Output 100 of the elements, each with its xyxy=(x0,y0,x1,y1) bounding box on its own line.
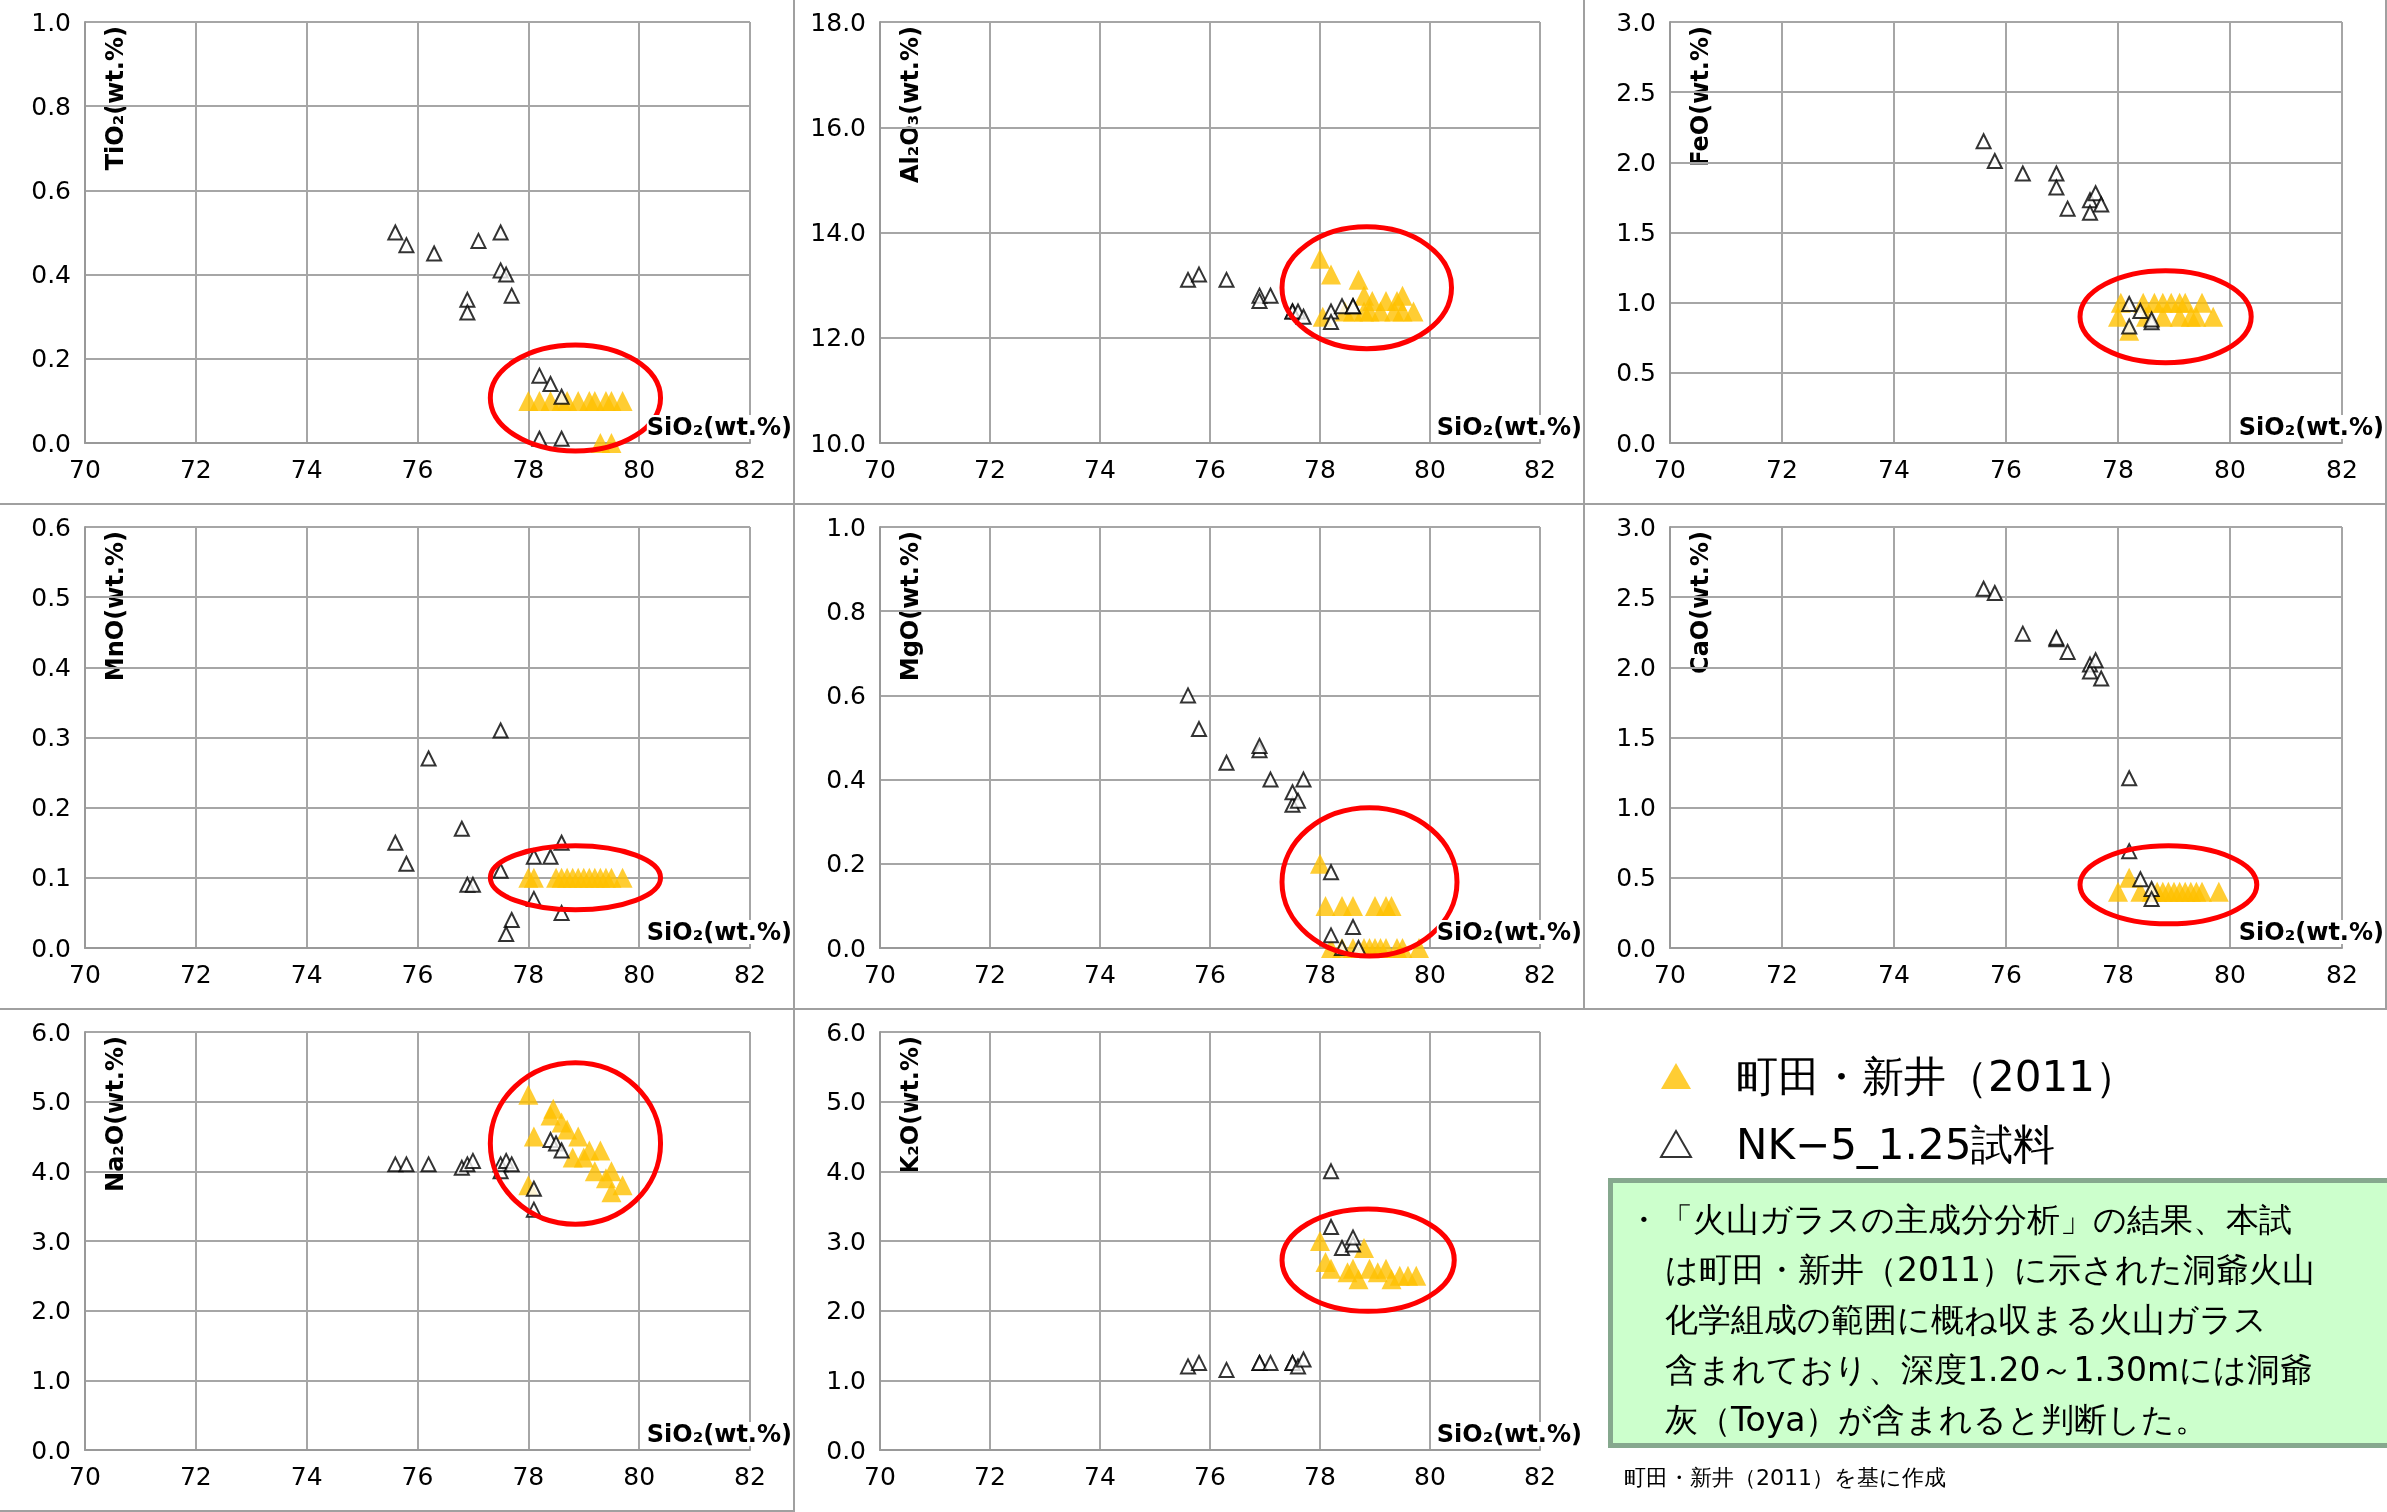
y-tick-label: 1.5 xyxy=(1616,723,1656,752)
y-tick-label: 6.0 xyxy=(31,1017,71,1047)
x-tick-label: 82 xyxy=(1524,1462,1556,1491)
y-tick-label: 6.0 xyxy=(826,1017,866,1047)
x-tick-label: 76 xyxy=(401,960,434,989)
y-tick-label: 2.5 xyxy=(1616,582,1656,612)
y-axis-title: Na₂O(wt.%) xyxy=(101,1036,129,1192)
text: 灰（Toya）が含まれると判断した。 xyxy=(1664,1399,2210,1441)
x-tick-label: 80 xyxy=(623,1462,656,1491)
text: 町田・新井（2011）を基に作成 xyxy=(1624,1464,1946,1492)
x-tick-label: 76 xyxy=(1990,960,2022,989)
x-tick-label: 80 xyxy=(1414,1462,1446,1491)
text: は町田・新井（2011）に示された洞爺火山 xyxy=(1664,1249,2316,1291)
x-tick-label: 82 xyxy=(2326,455,2358,484)
x-tick-label: 70 xyxy=(1654,455,1686,484)
y-tick-label: 14.0 xyxy=(810,218,866,247)
x-tick-label: 80 xyxy=(2214,455,2246,484)
y-tick-label: 3.0 xyxy=(1616,512,1656,542)
x-tick-label: 74 xyxy=(1084,1462,1116,1491)
x-tick-label: 72 xyxy=(179,960,212,989)
x-tick-label: 78 xyxy=(2102,455,2134,484)
y-tick-label: 0.3 xyxy=(31,723,71,752)
legend-label: 町田・新井（2011） xyxy=(1736,1051,2137,1101)
x-tick-label: 74 xyxy=(290,960,323,989)
x-tick-label: 70 xyxy=(69,455,101,484)
x-tick-label: 76 xyxy=(1990,455,2022,484)
x-tick-label: 82 xyxy=(1524,455,1556,484)
x-tick-label: 82 xyxy=(734,960,766,989)
y-tick-label: 0.0 xyxy=(31,428,71,458)
y-tick-label: 0.2 xyxy=(31,344,71,374)
x-tick-label: 72 xyxy=(974,960,1006,989)
x-tick-label: 74 xyxy=(1878,960,1910,989)
text: 化学組成の範囲に概ね収まる火山ガラス xyxy=(1664,1299,2268,1341)
y-tick-label: 2.0 xyxy=(31,1296,71,1326)
y-axis-title: MnO(wt.%) xyxy=(101,531,129,682)
y-tick-label: 1.5 xyxy=(1616,218,1656,247)
x-tick-label: 74 xyxy=(1084,455,1116,484)
y-axis-title: K₂O(wt.%) xyxy=(896,1036,924,1175)
y-tick-label: 0.1 xyxy=(31,863,71,893)
y-tick-label: 0.6 xyxy=(826,680,866,710)
x-tick-label: 78 xyxy=(512,1462,545,1491)
text: 含まれており、深度1.20～1.30mには洞爺 xyxy=(1664,1349,2315,1391)
y-tick-label: 0.0 xyxy=(1616,933,1656,963)
y-tick-label: 3.0 xyxy=(826,1226,866,1256)
y-tick-label: 0.0 xyxy=(31,933,71,963)
x-tick-label: 82 xyxy=(2326,960,2358,989)
x-tick-label: 70 xyxy=(69,1462,101,1491)
y-tick-label: 5.0 xyxy=(31,1087,71,1117)
y-tick-label: 2.0 xyxy=(1616,652,1656,682)
x-tick-label: 72 xyxy=(1766,455,1798,484)
y-tick-label: 0.0 xyxy=(826,933,866,963)
y-tick-label: 0.2 xyxy=(31,793,71,823)
x-axis-title: SiO₂(wt.%) xyxy=(646,918,792,946)
y-tick-label: 0.0 xyxy=(1616,428,1656,458)
x-tick-label: 78 xyxy=(2102,960,2134,989)
y-tick-label: 2.0 xyxy=(826,1296,866,1326)
y-tick-label: 4.0 xyxy=(31,1156,71,1186)
y-tick-label: 10.0 xyxy=(810,428,866,458)
y-tick-label: 0.4 xyxy=(31,260,71,290)
x-axis-title: SiO₂(wt.%) xyxy=(2238,413,2384,441)
y-tick-label: 18.0 xyxy=(810,7,866,37)
x-tick-label: 80 xyxy=(623,960,656,989)
x-tick-label: 82 xyxy=(734,1462,766,1491)
y-tick-label: 4.0 xyxy=(826,1156,866,1186)
y-tick-label: 1.0 xyxy=(31,1365,71,1395)
x-tick-label: 78 xyxy=(512,455,545,484)
x-tick-label: 76 xyxy=(401,455,434,484)
x-tick-label: 82 xyxy=(734,455,766,484)
x-tick-label: 76 xyxy=(401,1462,434,1491)
x-tick-label: 78 xyxy=(512,960,545,989)
x-tick-label: 74 xyxy=(1878,455,1910,484)
x-axis-title: SiO₂(wt.%) xyxy=(1436,918,1582,946)
x-axis-title: SiO₂(wt.%) xyxy=(646,413,792,441)
y-tick-label: 12.0 xyxy=(810,323,866,353)
y-tick-label: 0.4 xyxy=(826,765,866,795)
y-tick-label: 0.8 xyxy=(31,91,71,121)
x-tick-label: 72 xyxy=(974,1462,1006,1491)
y-tick-label: 5.0 xyxy=(826,1087,866,1117)
y-tick-label: 1.0 xyxy=(1616,793,1656,823)
x-tick-label: 72 xyxy=(179,455,212,484)
y-tick-label: 0.5 xyxy=(1616,863,1656,893)
y-tick-label: 3.0 xyxy=(31,1226,71,1256)
x-tick-label: 70 xyxy=(864,1462,896,1491)
y-tick-label: 2.5 xyxy=(1616,77,1656,107)
x-axis-title: SiO₂(wt.%) xyxy=(646,1420,792,1448)
y-tick-label: 1.0 xyxy=(1616,288,1656,318)
x-tick-label: 72 xyxy=(974,455,1006,484)
x-tick-label: 70 xyxy=(864,960,896,989)
y-tick-label: 0.4 xyxy=(31,652,71,682)
x-tick-label: 70 xyxy=(69,960,101,989)
x-tick-label: 76 xyxy=(1194,455,1226,484)
x-axis-title: SiO₂(wt.%) xyxy=(1436,1420,1582,1448)
text: ・「火山ガラスの主成分分析」の結果、本試 xyxy=(1627,1199,2293,1241)
x-tick-label: 80 xyxy=(2214,960,2246,989)
y-axis-title: CaO(wt.%) xyxy=(1686,531,1714,674)
x-tick-label: 74 xyxy=(1084,960,1116,989)
x-tick-label: 76 xyxy=(1194,960,1226,989)
y-tick-label: 0.8 xyxy=(826,596,866,626)
y-tick-label: 1.0 xyxy=(826,1365,866,1395)
y-axis-title: TiO₂(wt.%) xyxy=(101,26,129,171)
